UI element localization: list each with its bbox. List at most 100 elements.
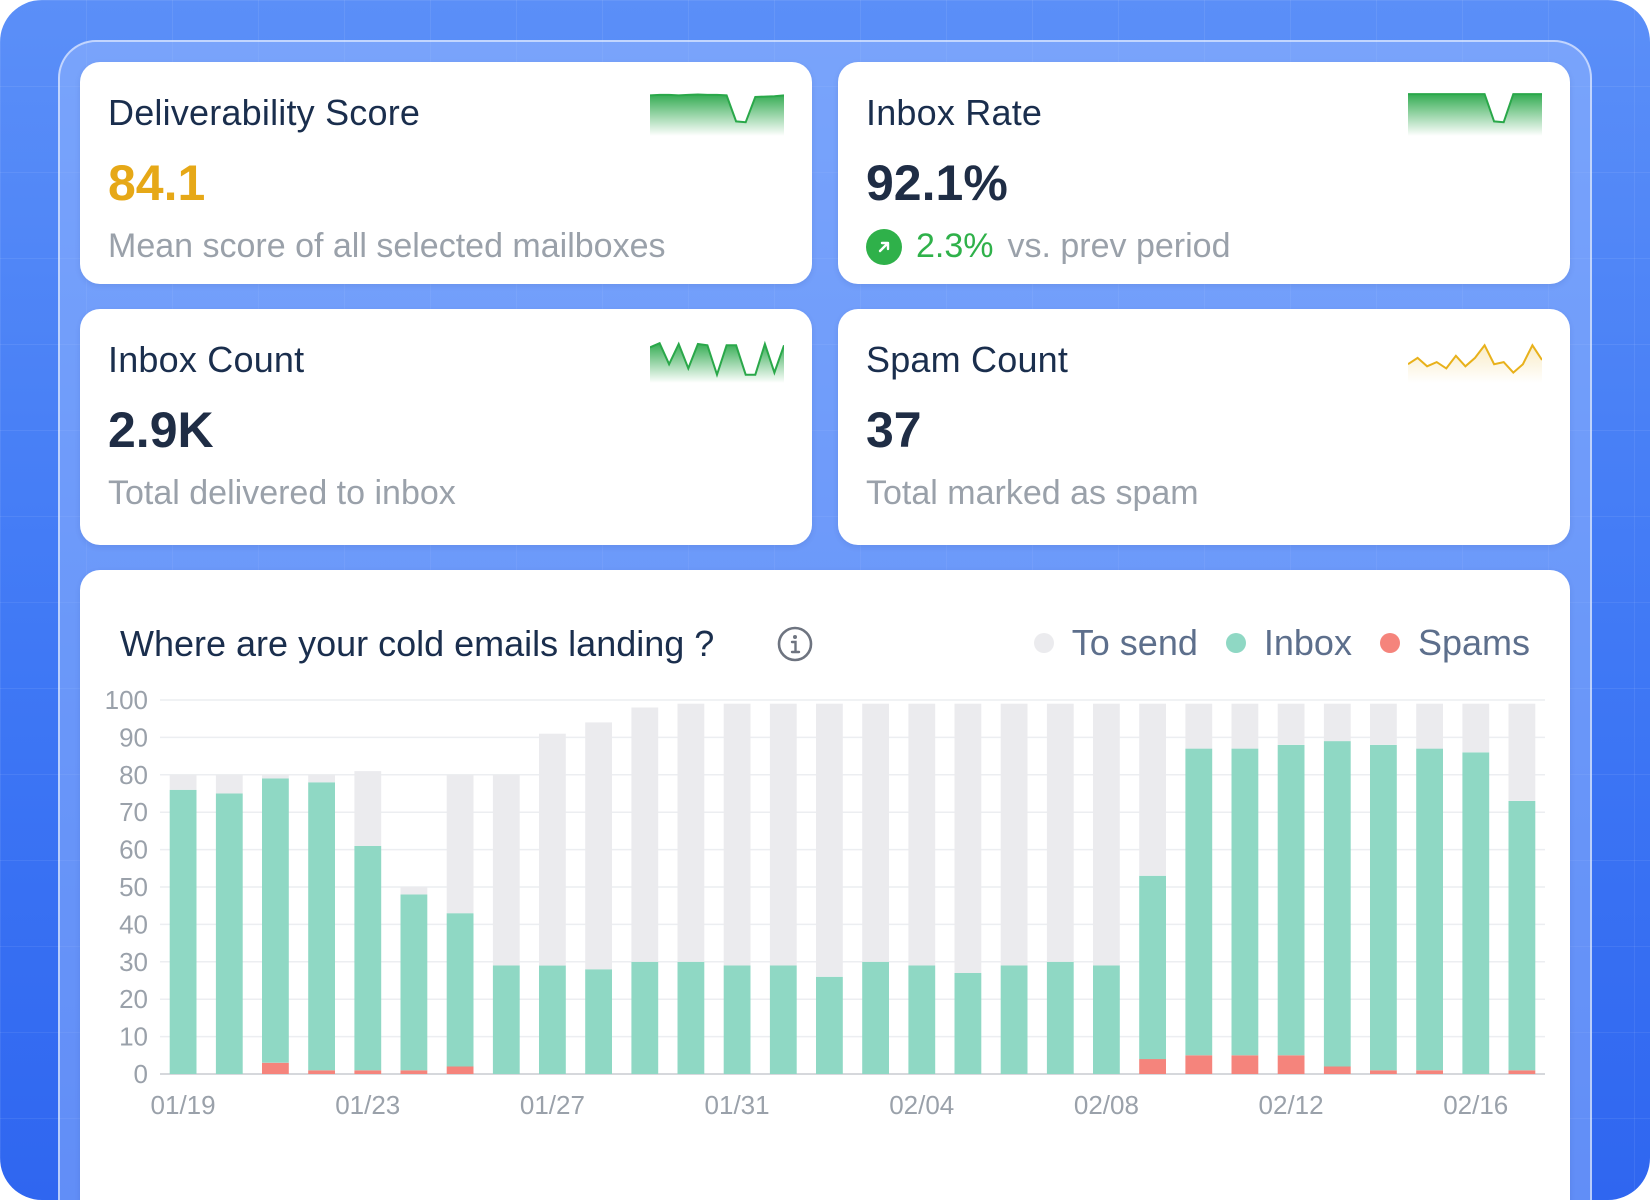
bar-segment-to-send [1185, 703, 1213, 749]
y-tick-label: 40 [119, 909, 148, 939]
bar-group[interactable] [1370, 703, 1397, 1074]
bar-group[interactable] [539, 733, 566, 1074]
legend-dot [1033, 633, 1054, 653]
bar-segment-to-send [1462, 703, 1490, 753]
bar-group[interactable] [492, 774, 520, 1074]
bar-segment-to-send [908, 703, 936, 966]
bar-group[interactable] [1139, 703, 1166, 1074]
bar-segment-to-send [1231, 703, 1259, 749]
bar-group[interactable] [308, 774, 335, 1074]
bar-segment-to-send [215, 774, 243, 794]
bar-segment-inbox [1462, 752, 1490, 1074]
bar-segment-to-send [262, 774, 289, 779]
legend-dot [1225, 633, 1246, 653]
deliverability-score-card[interactable]: Deliverability Score 84.1 Mean score of … [80, 62, 812, 284]
bar-group[interactable] [1093, 703, 1120, 1074]
info-icon[interactable] [776, 625, 814, 663]
bar-group[interactable] [954, 703, 982, 1074]
inbox-rate-card[interactable]: Inbox Rate 92.1% 2.3% vs. prev period [838, 62, 1570, 284]
bar-segment-spams [354, 1070, 382, 1074]
sparkline-area [650, 94, 784, 136]
bar-group[interactable] [400, 887, 428, 1074]
bar-segment-to-send [1370, 703, 1397, 745]
card-subtitle: Total delivered to inbox [108, 474, 456, 512]
y-tick-label: 10 [119, 1022, 148, 1052]
bar-group[interactable] [1416, 703, 1443, 1074]
card-title: Inbox Count [108, 339, 305, 380]
bar-segment-inbox [954, 973, 982, 1074]
sparkline-line [650, 340, 784, 378]
x-tick-label: 01/23 [335, 1090, 400, 1120]
sparkline-area [650, 343, 784, 383]
y-tick-label: 90 [119, 722, 148, 752]
bar-group[interactable] [262, 774, 289, 1074]
bar-segment-to-send [308, 774, 335, 783]
bar-segment-to-send [400, 887, 428, 895]
spam-count-card[interactable]: Spam Count 37 Total marked as spam [838, 309, 1570, 545]
bar-group[interactable] [769, 703, 797, 1074]
y-tick-label: 80 [119, 760, 148, 790]
bar-segment-to-send [1323, 703, 1351, 742]
bar-segment-spams [1508, 1070, 1536, 1074]
bar-segment-inbox [862, 961, 889, 1074]
bar-group[interactable] [631, 707, 659, 1075]
legend-label: Inbox [1263, 622, 1352, 663]
bar-group[interactable] [1046, 703, 1074, 1074]
bar-group[interactable] [1323, 703, 1351, 1074]
x-tick-label: 01/27 [520, 1090, 585, 1120]
bar-group[interactable] [1508, 703, 1536, 1074]
bar-group[interactable] [1462, 703, 1490, 1074]
bar-segment-to-send [1277, 703, 1305, 745]
bar-segment-inbox [723, 965, 751, 1074]
card-subtitle: Mean score of all selected mailboxes [108, 227, 666, 265]
chart-title: Where are your cold emails landing ? [120, 623, 715, 664]
bar-segment-inbox [1231, 748, 1259, 1056]
inbox-rate-trend: 2.3% vs. prev period [866, 227, 1231, 266]
bar-group[interactable] [677, 703, 705, 1074]
bar-group[interactable] [215, 774, 243, 1074]
bar-group[interactable] [585, 722, 612, 1074]
trend-text: vs. prev period [1007, 227, 1231, 265]
bar-segment-spams [1416, 1070, 1443, 1074]
bar-segment-inbox [1000, 965, 1028, 1074]
y-tick-label: 70 [119, 797, 148, 827]
x-tick-label: 01/19 [151, 1090, 216, 1120]
bar-segment-inbox [1416, 748, 1443, 1071]
bar-segment-to-send [1139, 703, 1166, 876]
bar-segment-to-send [492, 774, 520, 966]
sparkline-area [1408, 345, 1542, 383]
bar-group[interactable] [446, 774, 474, 1074]
bar-group[interactable] [723, 703, 751, 1074]
bar-group[interactable] [169, 774, 197, 1074]
bar-group[interactable] [354, 771, 382, 1074]
bar-group[interactable] [816, 703, 843, 1074]
deliverability-score-value: 84.1 [108, 155, 206, 211]
bar-segment-to-send [631, 707, 659, 962]
bar-segment-inbox [816, 976, 843, 1074]
legend-item-to-send[interactable]: To send [1033, 622, 1198, 664]
legend-item-spams[interactable]: Spams [1379, 622, 1530, 664]
bar-group[interactable] [862, 703, 889, 1074]
inbox-count-card[interactable]: Inbox Count 2.9K Total delivered to inbo… [80, 309, 812, 545]
bar-segment-inbox [169, 789, 197, 1074]
x-tick-label: 02/08 [1074, 1090, 1139, 1120]
deliverability-sparkline [650, 93, 784, 136]
bar-group[interactable] [1231, 703, 1259, 1074]
legend-item-inbox[interactable]: Inbox [1225, 622, 1352, 664]
bar-group[interactable] [1000, 703, 1028, 1074]
legend-dot [1379, 633, 1400, 653]
x-tick-label: 02/16 [1443, 1090, 1508, 1120]
card-title: Spam Count [866, 339, 1069, 380]
bar-segment-to-send [1093, 703, 1120, 966]
bar-segment-spams [1185, 1055, 1213, 1074]
bar-segment-to-send [585, 722, 612, 970]
bar-segment-inbox [769, 965, 797, 1074]
bar-group[interactable] [1185, 703, 1213, 1074]
bar-segment-inbox [1093, 965, 1120, 1074]
y-tick-label: 30 [119, 947, 148, 977]
bar-group[interactable] [1277, 703, 1305, 1074]
spam-count-value: 37 [866, 402, 922, 458]
bar-segment-inbox [1370, 744, 1397, 1071]
bar-group[interactable] [908, 703, 936, 1074]
bar-segment-spams [262, 1062, 289, 1074]
